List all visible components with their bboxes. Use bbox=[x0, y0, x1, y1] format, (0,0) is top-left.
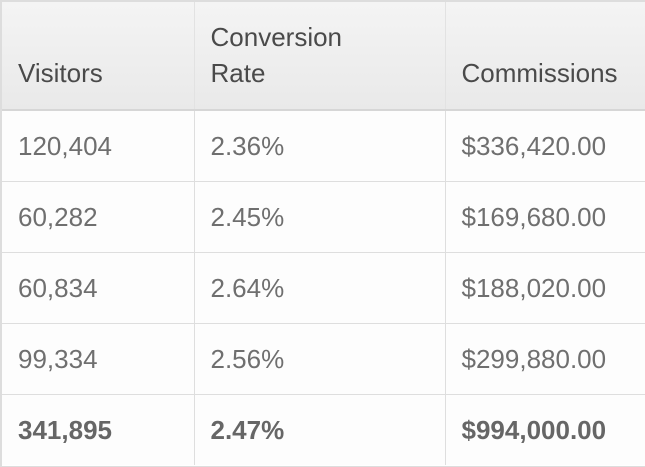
cell-commissions: $169,680.00 bbox=[445, 181, 645, 253]
cell-visitors: 99,334 bbox=[2, 323, 195, 395]
cell-visitors: 60,282 bbox=[2, 181, 195, 253]
total-commissions: $994,000.00 bbox=[445, 394, 645, 465]
cell-commissions: $188,020.00 bbox=[445, 252, 645, 324]
header-conversion-rate[interactable]: Conversion Rate bbox=[194, 2, 446, 111]
table-row: 60,834 2.64% $188,020.00 bbox=[2, 252, 645, 324]
table-header-row: Visitors Conversion Rate Commissions bbox=[2, 2, 645, 111]
table-row: 120,404 2.36% $336,420.00 bbox=[2, 110, 645, 182]
cell-commissions: $299,880.00 bbox=[445, 323, 645, 395]
cell-conversion-rate: 2.45% bbox=[194, 181, 446, 253]
header-conversion-line2: Rate bbox=[210, 58, 266, 88]
header-visitors-label: Visitors bbox=[18, 58, 103, 88]
cell-conversion-rate: 2.36% bbox=[194, 110, 446, 182]
header-commissions-label: Commissions bbox=[461, 58, 618, 88]
cell-conversion-rate: 2.64% bbox=[194, 252, 446, 324]
header-visitors[interactable]: Visitors bbox=[2, 2, 195, 111]
cell-visitors: 120,404 bbox=[2, 110, 195, 182]
header-commissions[interactable]: Commissions bbox=[445, 2, 645, 111]
cell-conversion-rate: 2.56% bbox=[194, 323, 446, 395]
header-conversion-line1: Conversion bbox=[210, 22, 343, 52]
cell-commissions: $336,420.00 bbox=[445, 110, 645, 182]
table-total-row: 341,895 2.47% $994,000.00 bbox=[2, 394, 645, 465]
total-visitors: 341,895 bbox=[2, 394, 195, 465]
table-row: 99,334 2.56% $299,880.00 bbox=[2, 323, 645, 395]
total-conversion-rate: 2.47% bbox=[194, 394, 446, 465]
cell-visitors: 60,834 bbox=[2, 252, 195, 324]
table-row: 60,282 2.45% $169,680.00 bbox=[2, 181, 645, 253]
